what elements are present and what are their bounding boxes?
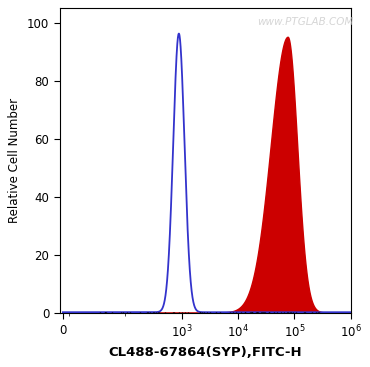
Y-axis label: Relative Cell Number: Relative Cell Number (9, 98, 21, 223)
Text: www.PTGLAB.COM: www.PTGLAB.COM (258, 18, 354, 28)
X-axis label: CL488-67864(SYP),FITC-H: CL488-67864(SYP),FITC-H (108, 346, 302, 359)
